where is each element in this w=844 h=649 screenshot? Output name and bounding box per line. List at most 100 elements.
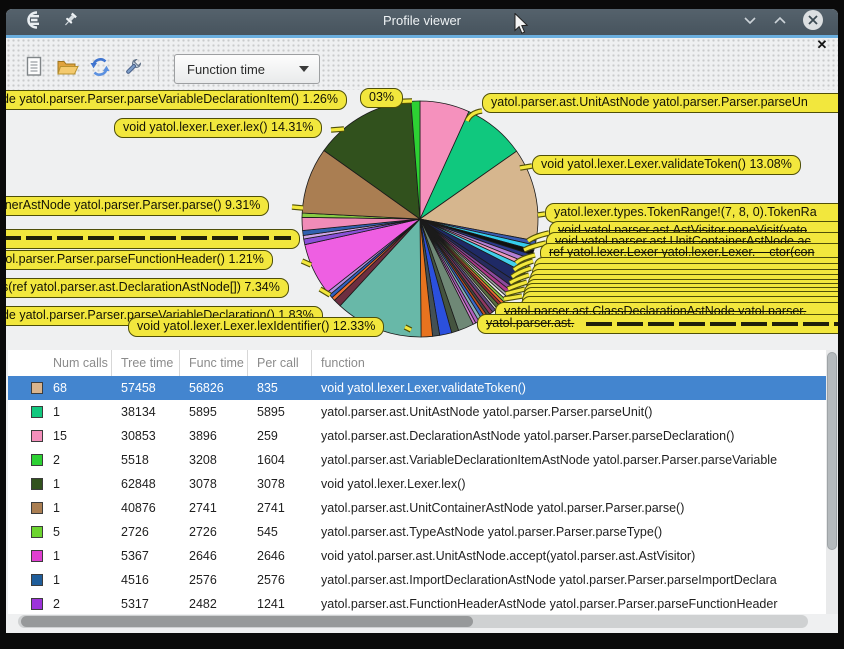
- profile-dock: ✕: [6, 37, 838, 90]
- per-call-value: 545: [257, 525, 278, 539]
- table-row[interactable]: 2 5518 3208 1604 yatol.parser.ast.VariableDe…: [8, 448, 826, 472]
- column-header-per-call[interactable]: Per call: [248, 350, 312, 376]
- refresh-button[interactable]: [88, 57, 112, 81]
- pie-callout-label: 03%: [360, 88, 404, 108]
- tree-time-value: 40876: [121, 501, 156, 515]
- callout-tail: [509, 273, 530, 285]
- open-file-button[interactable]: [55, 57, 79, 81]
- per-call-value: 1241: [257, 597, 285, 611]
- pie-callout-label: void yatol.lexer.Lexer.lexIdentifier() 1…: [128, 317, 385, 337]
- wrench-icon: [122, 56, 144, 83]
- pie-callout-label: yatol.lexer.types.TokenRange!(7, 8, 0).T…: [545, 203, 838, 223]
- pie-callout-label: void yatol.lexer.Lexer.lex() 14.31%: [114, 118, 323, 138]
- function-name: void yatol.lexer.Lexer.lex(): [321, 477, 466, 491]
- column-header-func-time[interactable]: Func time: [180, 350, 248, 376]
- table-row[interactable]: 2 5317 2482 1241 yatol.parser.ast.FunctionHe…: [8, 592, 826, 614]
- func-time-value: 2576: [189, 573, 217, 587]
- per-call-value: 2741: [257, 501, 285, 515]
- callout-tail: [330, 127, 345, 132]
- column-header-function[interactable]: function: [321, 356, 365, 370]
- vertical-scrollbar[interactable]: [826, 350, 838, 614]
- slice-color-swatch: [31, 430, 43, 442]
- num-calls-value: 68: [53, 381, 67, 395]
- close-button[interactable]: [802, 9, 824, 36]
- tree-time-value: 5367: [121, 549, 149, 563]
- num-calls-value: 15: [53, 429, 67, 443]
- horizontal-scrollbar-thumb[interactable]: [21, 616, 473, 627]
- table-row[interactable]: 1 5367 2646 2646 void yatol.parser.ast.UnitA…: [8, 544, 826, 568]
- per-call-value: 3078: [257, 477, 285, 491]
- table-row[interactable]: 1 40876 2741 2741 yatol.parser.ast.UnitConta…: [8, 496, 826, 520]
- occluded-callout-label: [6, 229, 300, 249]
- pie-callout-label: ode yatol.parser.Parser.parseVariableDec…: [6, 90, 347, 110]
- table-row[interactable]: 1 38134 5895 5895 yatol.parser.ast.UnitAstNo…: [8, 400, 826, 424]
- num-calls-value: 5: [53, 525, 60, 539]
- column-header-num-calls[interactable]: Num calls: [8, 350, 112, 376]
- table-row[interactable]: 15 30853 3896 259 yatol.parser.ast.Declarati…: [8, 424, 826, 448]
- pie-callout-label: yatol.parser.ast.UnitAstNode yatol.parse…: [482, 93, 838, 113]
- titlebar-accent-line: [6, 35, 838, 38]
- num-calls-value: 2: [53, 597, 60, 611]
- callout-tail: [512, 259, 534, 272]
- tree-time-value: 62848: [121, 477, 156, 491]
- vertical-scrollbar-thumb[interactable]: [827, 352, 837, 550]
- func-time-value: 2482: [189, 597, 217, 611]
- function-name: yatol.parser.ast.VariableDeclarationItem…: [321, 453, 778, 467]
- tree-time-value: 2726: [121, 525, 149, 539]
- show-report-button[interactable]: [22, 56, 46, 82]
- metric-select[interactable]: Function time: [174, 54, 320, 84]
- table-row[interactable]: 68 57458 56826 835 void yatol.lexer.Lexer.va…: [8, 376, 826, 400]
- pie-callout-label: ainerAstNode yatol.parser.Parser.parse()…: [6, 196, 270, 216]
- slice-color-swatch: [31, 382, 43, 394]
- options-button[interactable]: [121, 57, 145, 81]
- per-call-value: 1604: [257, 453, 285, 467]
- per-call-value: 2646: [257, 549, 285, 563]
- tree-time-value: 30853: [121, 429, 156, 443]
- pie-callout-label: atol.parser.Parser.parseFunctionHeader()…: [6, 250, 273, 270]
- function-name: yatol.parser.ast.UnitAstNode yatol.parse…: [321, 405, 653, 419]
- pie-callout-label: ns(ref yatol.parser.ast.DeclarationAstNo…: [6, 278, 289, 298]
- slice-color-swatch: [31, 502, 43, 514]
- pie-callout-labels: 03% ode yatol.parser.Parser.parseVariable…: [6, 9, 838, 349]
- func-time-value: 3896: [189, 429, 217, 443]
- mouse-cursor: [514, 12, 530, 40]
- dock-close-icon[interactable]: ✕: [816, 37, 828, 52]
- table-row[interactable]: 1 62848 3078 3078 void yatol.lexer.Lexer.lex…: [8, 472, 826, 496]
- pie-callout-label: void yatol.lexer.Lexer.validateToken() 1…: [532, 155, 801, 175]
- callout-tail: [319, 287, 331, 297]
- func-time-value: 56826: [189, 381, 224, 395]
- func-time-value: 5895: [189, 405, 217, 419]
- callout-tail: [537, 212, 546, 217]
- horizontal-scrollbar[interactable]: [18, 615, 808, 628]
- minimize-button[interactable]: [742, 12, 758, 33]
- coedit-app-icon: [20, 10, 46, 35]
- func-time-value: 2741: [189, 501, 217, 515]
- metric-select-value: Function time: [187, 61, 266, 77]
- table-row[interactable]: 5 2726 2726 545 yatol.parser.ast.TypeAstNode…: [8, 520, 826, 544]
- toolbar-separator: [158, 56, 159, 82]
- column-header-tree-time[interactable]: Tree time: [112, 350, 180, 376]
- pin-icon[interactable]: [62, 11, 79, 34]
- tree-time-value: 57458: [121, 381, 156, 395]
- tree-time-value: 4516: [121, 573, 149, 587]
- maximize-button[interactable]: [772, 12, 788, 33]
- table-row[interactable]: 1 4516 2576 2576 yatol.parser.ast.ImportDecl…: [8, 568, 826, 592]
- slice-color-swatch: [31, 406, 43, 418]
- function-name: yatol.parser.ast.FunctionHeaderAstNode y…: [321, 597, 778, 611]
- table-header: Num calls Tree time Func time Per call funct…: [8, 350, 826, 376]
- titlebar[interactable]: Profile viewer: [6, 9, 838, 35]
- profile-viewer-window: Profile viewer ✕: [6, 9, 838, 633]
- slice-color-swatch: [31, 526, 43, 538]
- tree-time-value: 5518: [121, 453, 149, 467]
- function-name: yatol.parser.ast.TypeAstNode yatol.parse…: [321, 525, 663, 539]
- callout-tail: [514, 253, 536, 265]
- func-time-value: 3078: [189, 477, 217, 491]
- function-name: yatol.parser.ast.UnitContainerAstNode ya…: [321, 501, 685, 515]
- pie-callout-label: yatol.parser.ast.: [477, 314, 838, 334]
- per-call-value: 2576: [257, 573, 285, 587]
- open-folder-icon: [56, 57, 79, 82]
- slice-color-swatch: [31, 454, 43, 466]
- func-time-value: 2646: [189, 549, 217, 563]
- report-icon: [25, 56, 43, 82]
